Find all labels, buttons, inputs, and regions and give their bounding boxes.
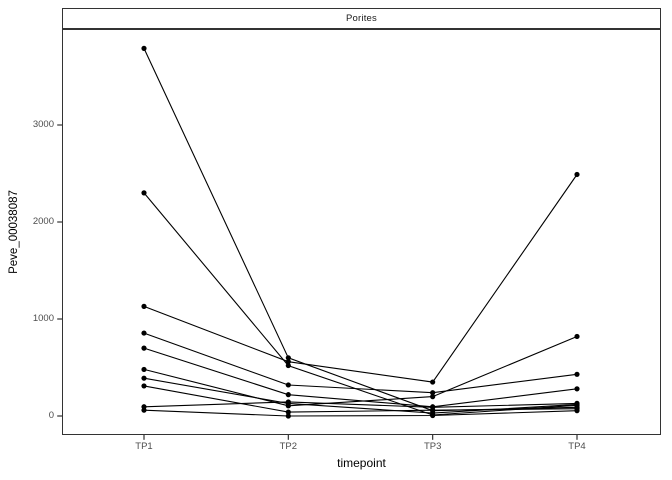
sample-line <box>143 401 578 408</box>
data-point <box>430 394 436 400</box>
data-point <box>285 409 291 415</box>
sample-line <box>143 174 578 383</box>
data-point <box>574 400 580 406</box>
data-point <box>430 379 436 385</box>
sample-line <box>143 332 578 394</box>
x-tick-label: TP1 <box>135 441 153 452</box>
facet-title: Porites <box>346 13 377 24</box>
data-point <box>141 345 147 351</box>
facet-strip: Porites <box>62 8 661 29</box>
sample-line <box>143 385 578 413</box>
plot-panel <box>62 29 661 435</box>
sample-line <box>143 335 578 407</box>
data-point <box>285 413 291 419</box>
x-tick-label: TP3 <box>423 441 442 452</box>
data-point <box>574 386 580 392</box>
y-tick-label: 1000 <box>32 313 54 324</box>
data-point <box>574 333 580 340</box>
y-axis-title: Peve_00038087 <box>8 190 20 274</box>
y-tick-label: 0 <box>48 410 54 421</box>
x-axis-title: timepoint <box>337 456 386 470</box>
data-point <box>574 171 580 178</box>
data-point <box>285 399 291 405</box>
data-point <box>141 375 147 381</box>
data-point <box>574 408 580 414</box>
x-tick-label: TP2 <box>279 441 298 452</box>
sample-line <box>143 192 578 416</box>
sample-line <box>143 377 578 414</box>
data-point <box>430 404 436 410</box>
data-point <box>574 371 580 377</box>
data-point <box>430 412 436 419</box>
data-point <box>285 392 291 398</box>
data-point <box>430 390 436 396</box>
data-point <box>285 382 291 388</box>
data-point <box>285 362 291 369</box>
sample-line <box>143 409 578 417</box>
data-point <box>285 355 291 361</box>
data-point <box>141 45 147 51</box>
y-tick-label: 3000 <box>32 119 54 130</box>
data-point <box>285 359 291 365</box>
data-point <box>141 407 147 413</box>
y-tick-label: 2000 <box>32 216 54 227</box>
x-tick-label: TP4 <box>568 441 586 452</box>
data-point <box>141 383 147 389</box>
data-point <box>141 190 147 196</box>
data-point <box>141 366 147 373</box>
data-point <box>141 303 147 309</box>
data-point <box>141 330 147 336</box>
